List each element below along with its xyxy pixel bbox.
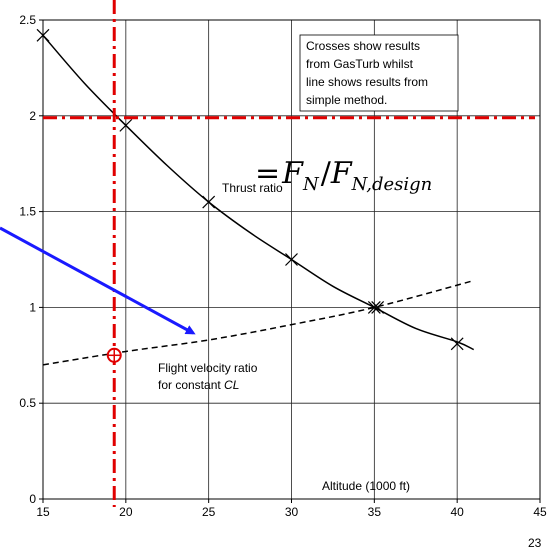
- eq-equals: =: [255, 156, 280, 191]
- y-tick-label-1: 1: [29, 300, 36, 314]
- x-marker-stroke-b: [202, 195, 216, 209]
- y-tick-label-1.5: 1.5: [19, 205, 36, 219]
- marker-layer: [36, 28, 464, 351]
- velocity-label-line-2: for constant CL: [158, 378, 239, 392]
- x-marker-6: [371, 300, 385, 314]
- x-tick-label-30: 30: [285, 505, 299, 519]
- axes: 15 20 25 30 35 40 45 0 0.5 1 1.5 2 2.5: [19, 13, 547, 519]
- x-marker-3: [285, 253, 298, 266]
- x-marker-0: [36, 28, 50, 42]
- x-marker-stroke-b: [119, 118, 133, 132]
- eq-fn-design: F: [330, 156, 353, 191]
- y-tick-label-0: 0: [29, 492, 36, 506]
- x-marker-5: [450, 337, 464, 351]
- x-marker-4: [367, 300, 381, 314]
- y-tick-label-2.5: 2.5: [19, 13, 36, 27]
- plot-frame: [42, 19, 541, 500]
- x-tick-label-35: 35: [368, 505, 382, 519]
- x-tick-label-25: 25: [202, 505, 216, 519]
- eq-fn: F: [281, 156, 304, 191]
- annotation-box-line-1: Crosses show results: [306, 39, 420, 53]
- eq-fn-design-sub: N,design: [351, 174, 433, 195]
- x-marker-2: [202, 195, 216, 209]
- annotation-box-line-4: simple method.: [306, 93, 387, 107]
- x-marker-stroke-b: [36, 28, 50, 42]
- overlay-layer: [0, 0, 535, 507]
- eq-slash: /: [321, 156, 332, 191]
- x-tick-label-20: 20: [119, 505, 133, 519]
- velocity-label-line-1: Flight velocity ratio: [158, 361, 258, 375]
- y-tick-label-2: 2: [29, 109, 36, 123]
- annotation-box: [299, 34, 459, 112]
- slide-number: 23: [528, 536, 542, 549]
- x-axis-label: Altitude (1000 ft): [322, 479, 410, 493]
- x-tick-label-40: 40: [450, 505, 464, 519]
- x-tick-label-45: 45: [533, 505, 547, 519]
- blue-arrow: [0, 226, 196, 335]
- annotation-box-line-2: from GasTurb whilst: [306, 57, 414, 71]
- velocity-label-cl: CL: [224, 378, 239, 392]
- x-marker-stroke-b: [367, 300, 381, 314]
- annotation-box-line-3: line shows results from: [306, 75, 428, 89]
- x-tick-label-15: 15: [36, 505, 50, 519]
- equation-overlay: =FN/FN,design: [255, 156, 432, 195]
- x-marker-stroke-b: [450, 337, 464, 351]
- x-marker-1: [119, 118, 133, 132]
- thrust-ratio-label: Thrust ratio: [222, 181, 283, 195]
- velocity-label-prefix: for constant: [158, 378, 224, 392]
- y-tick-label-0.5: 0.5: [19, 396, 36, 410]
- velocity-ratio-line: [42, 279, 474, 366]
- eq-fn-sub: N: [302, 174, 320, 195]
- x-marker-stroke-b: [285, 253, 298, 266]
- x-marker-stroke-b: [371, 300, 385, 314]
